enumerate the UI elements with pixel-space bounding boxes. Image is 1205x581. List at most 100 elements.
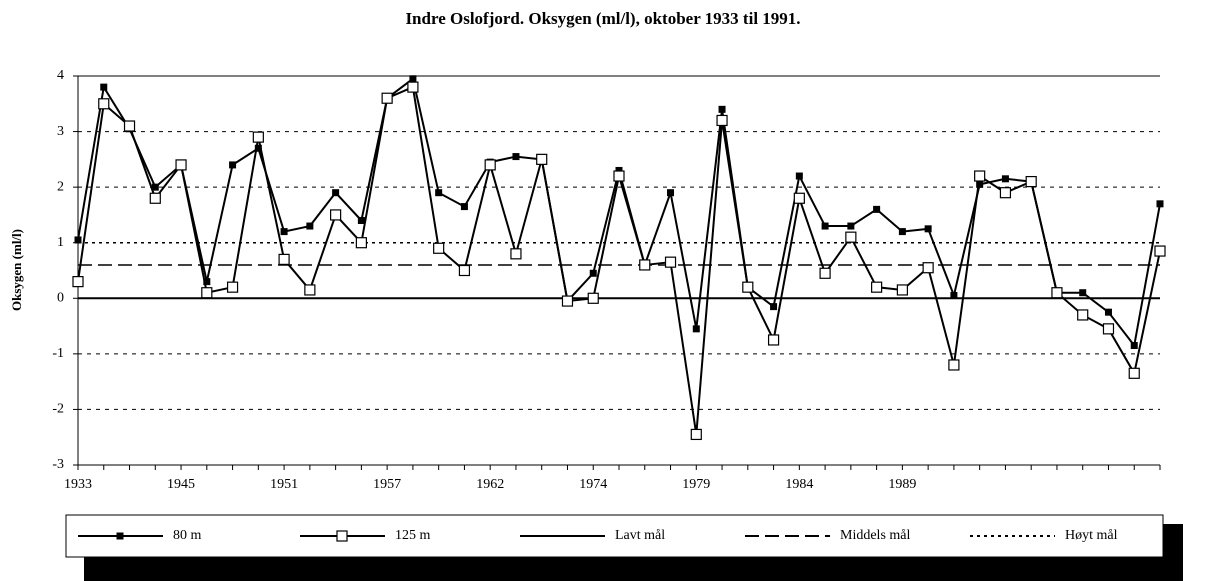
x-tick-label: 1945 [167,477,195,492]
point [1102,323,1115,335]
point [116,532,124,540]
point [149,192,161,204]
point [924,225,932,233]
point [795,172,803,180]
y-tick-label: -3 [52,457,64,472]
point [512,153,520,161]
chart-title: Indre Oslofjord. Oksygen (ml/l), oktober… [405,9,800,28]
point [1154,245,1166,257]
point [639,259,651,271]
point [716,114,728,127]
point [123,120,136,132]
point [667,189,675,197]
point [896,284,908,296]
point [203,278,211,286]
point [484,159,496,171]
point [1079,289,1087,297]
x-tick-label: 1979 [682,477,710,492]
legend-box [65,514,1164,558]
x-tick-label: 1974 [579,477,607,492]
point [336,530,348,542]
point [357,216,365,224]
point [871,281,883,293]
point [536,153,548,165]
point [458,264,471,277]
series-line [77,85,1161,435]
y-tick-label: 4 [57,68,64,83]
point [1077,309,1089,321]
point [793,192,805,204]
y-tick-label: 2 [57,179,64,194]
point [407,81,419,93]
point [151,183,159,191]
point [948,359,960,371]
point [510,248,522,260]
point [460,203,468,211]
point [1104,308,1112,316]
point [950,292,958,300]
point [433,242,445,254]
legend-label: Høyt mål [1065,528,1118,543]
point [98,98,110,110]
point [175,159,187,171]
point [100,83,108,91]
point [254,144,262,152]
point [976,180,984,188]
point [898,228,906,236]
legend-label: Lavt mål [615,528,665,543]
point [819,267,831,279]
point [690,428,702,441]
point [330,209,342,221]
point [821,222,829,230]
point [561,295,574,307]
point [922,262,934,274]
x-tick-label: 1933 [64,477,92,492]
x-tick-label: 1984 [785,477,813,492]
point [718,105,726,113]
point [589,269,597,277]
point [306,222,314,230]
point [229,161,237,169]
point [692,325,700,333]
x-tick-label: 1957 [373,477,401,492]
point [252,131,264,143]
point [587,292,599,304]
point [1025,175,1037,188]
x-tick-label: 1951 [270,477,298,492]
point [1130,342,1138,350]
x-tick-label: 1989 [888,477,916,492]
point [770,303,778,311]
point [409,75,417,83]
legend-label: 80 m [173,528,202,543]
point [355,237,367,249]
point [72,276,84,288]
point [974,170,986,182]
y-tick-label: -2 [52,402,64,417]
point [1156,200,1164,208]
y-axis-label: Oksygen (ml/l) [9,229,24,311]
point [201,287,213,299]
point [226,281,239,293]
y-tick-label: -1 [52,346,64,361]
point [381,92,393,104]
x-tick-label: 1962 [476,477,504,492]
point [1001,175,1009,183]
point [664,256,677,268]
point [278,253,290,265]
point [332,189,340,197]
point [999,187,1012,199]
legend-label: 125 m [395,528,431,543]
point [1051,287,1063,299]
legend-label: Middels mål [840,528,910,543]
y-tick-label: 1 [57,235,64,250]
point [742,281,754,293]
point [613,170,625,182]
point [847,222,855,230]
point [873,205,881,213]
point [1128,367,1140,379]
y-tick-label: 3 [57,124,64,139]
point [304,284,316,296]
point [74,236,82,244]
y-tick-label: 0 [57,291,64,306]
point [280,228,288,236]
